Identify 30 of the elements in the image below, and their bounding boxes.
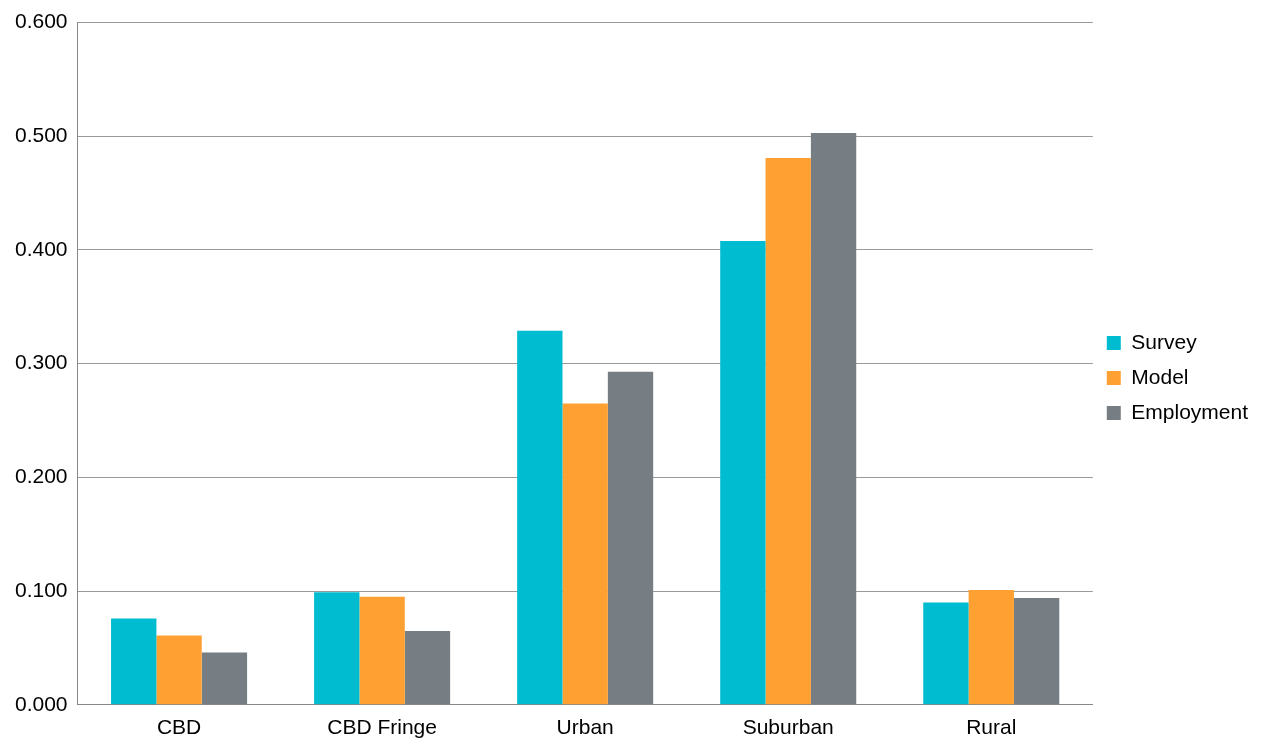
legend-label: Model: [1131, 364, 1189, 388]
y-tick-label: 0.500: [14, 123, 68, 147]
bar: [968, 589, 1014, 705]
bar: [720, 240, 766, 705]
bar: [404, 630, 451, 705]
bar: [314, 592, 360, 705]
y-tick-label: 0.400: [14, 236, 68, 260]
bar: [359, 596, 405, 705]
y-tick-label: 0.000: [14, 691, 68, 715]
x-tick-label: Suburban: [742, 715, 834, 739]
bar: [765, 157, 811, 705]
y-tick-label: 0.100: [14, 577, 68, 601]
bar: [111, 618, 157, 705]
bar: [517, 330, 563, 705]
y-tick-label: 0.600: [14, 9, 68, 33]
bar: [201, 652, 248, 705]
y-tick-label: 0.200: [14, 464, 68, 488]
legend-label: Survey: [1131, 329, 1198, 353]
x-tick-label: CBD Fringe: [327, 715, 437, 739]
bar: [923, 602, 969, 705]
x-tick-label: Urban: [556, 715, 614, 739]
legend-label: Employment: [1131, 399, 1249, 423]
bar: [810, 132, 857, 705]
bar: [156, 635, 202, 705]
bar: [562, 403, 608, 705]
x-tick-label: Rural: [966, 715, 1017, 739]
x-tick-label: CBD: [156, 715, 202, 739]
bar: [607, 371, 654, 705]
y-tick-label: 0.300: [14, 350, 68, 374]
bar: [1013, 597, 1060, 705]
